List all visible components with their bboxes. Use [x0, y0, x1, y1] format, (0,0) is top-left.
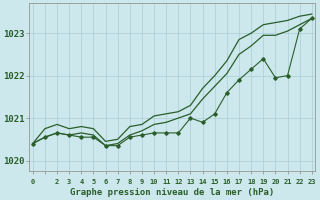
X-axis label: Graphe pression niveau de la mer (hPa): Graphe pression niveau de la mer (hPa) — [70, 188, 275, 197]
